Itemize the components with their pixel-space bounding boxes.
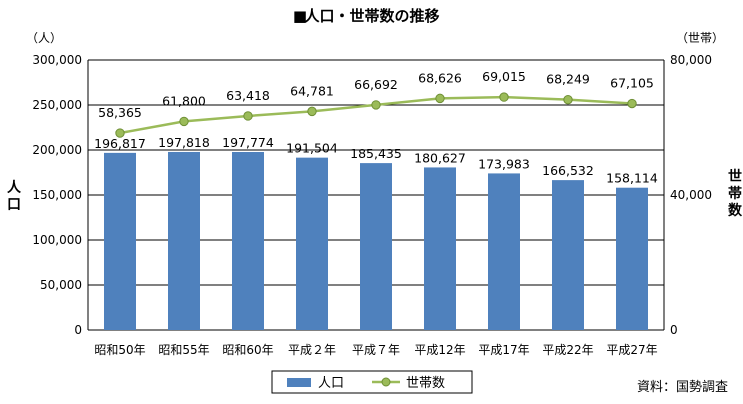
legend-swatch-point [381,377,391,387]
right-axis-title-char: 帯 [728,185,742,202]
bar [360,163,392,330]
x-tick-label: 平成22年 [542,343,593,357]
source-note: 資料：国勢調査 [637,380,728,395]
x-tick-label: 平成17年 [478,343,529,357]
bar [104,152,136,330]
left-tick-label: 250,000 [32,98,82,112]
line-value-label: 61,800 [162,93,206,108]
bar-value-label: 196,817 [94,136,146,151]
x-tick-label: 昭和60年 [222,343,273,357]
line-point [307,106,317,117]
left-tick-label: 100,000 [32,233,82,247]
right-tick-label: 80,000 [670,53,712,67]
bar-value-label: 166,532 [542,163,594,178]
line-point [627,98,637,109]
left-axis-title-char: 人 [7,179,22,196]
left-tick-label: 200,000 [32,143,82,157]
line-point [435,93,445,104]
right-tick-label: 0 [670,323,678,337]
right-axis-unit: （世帯） [676,31,724,45]
bar [424,167,456,330]
left-tick-label: 50,000 [40,278,82,292]
bar-value-label: 185,435 [350,146,402,161]
bar-value-label: 180,627 [414,150,466,165]
left-tick-label: 300,000 [32,53,82,67]
bar [296,157,328,330]
title-marker: ■ [293,7,307,25]
right-axis-title-char: 世 [728,168,742,185]
legend-label-population: 人口 [318,376,344,391]
line-value-label: 68,249 [546,72,590,87]
bar [552,180,584,330]
chart-title: 人口・世帯数の推移 [304,7,439,25]
line-value-label: 58,365 [98,105,142,120]
x-tick-label: 昭和55年 [158,343,209,357]
line-value-label: 68,626 [418,70,462,85]
line-value-label: 66,692 [354,77,398,92]
bar-value-label: 158,114 [606,171,658,186]
legend-swatch-bar [287,378,311,387]
line-value-label: 63,418 [226,88,270,103]
line-value-label: 64,781 [290,83,334,98]
bar [232,152,264,330]
legend-label-households: 世帯数 [406,376,445,391]
left-axis-title-char: 口 [7,197,21,213]
line-point [243,111,253,121]
line-point [499,92,509,102]
bar [488,173,520,330]
bar [168,151,200,330]
bar-value-label: 191,504 [286,141,338,156]
left-tick-label: 150,000 [32,188,82,202]
bar-value-label: 173,983 [478,156,530,171]
line-point [179,116,189,127]
bar-value-label: 197,774 [222,135,274,150]
right-tick-label: 40,000 [670,188,712,202]
bar-value-label: 197,818 [158,135,210,150]
bar [616,187,648,330]
x-tick-label: 昭和50年 [94,343,145,357]
left-tick-label: 0 [74,323,82,337]
left-axis-unit: （人） [26,31,62,45]
line-point [115,128,125,138]
x-tick-label: 平成12年 [414,343,465,357]
x-tick-label: 平成２年 [288,343,336,357]
line-point [563,94,573,105]
x-tick-label: 平成27年 [606,343,657,357]
right-axis-title-char: 数 [728,202,743,219]
line-point [371,100,381,110]
line-value-label: 69,015 [482,69,526,84]
x-tick-label: 平成７年 [352,343,400,357]
line-value-label: 67,105 [610,76,654,91]
